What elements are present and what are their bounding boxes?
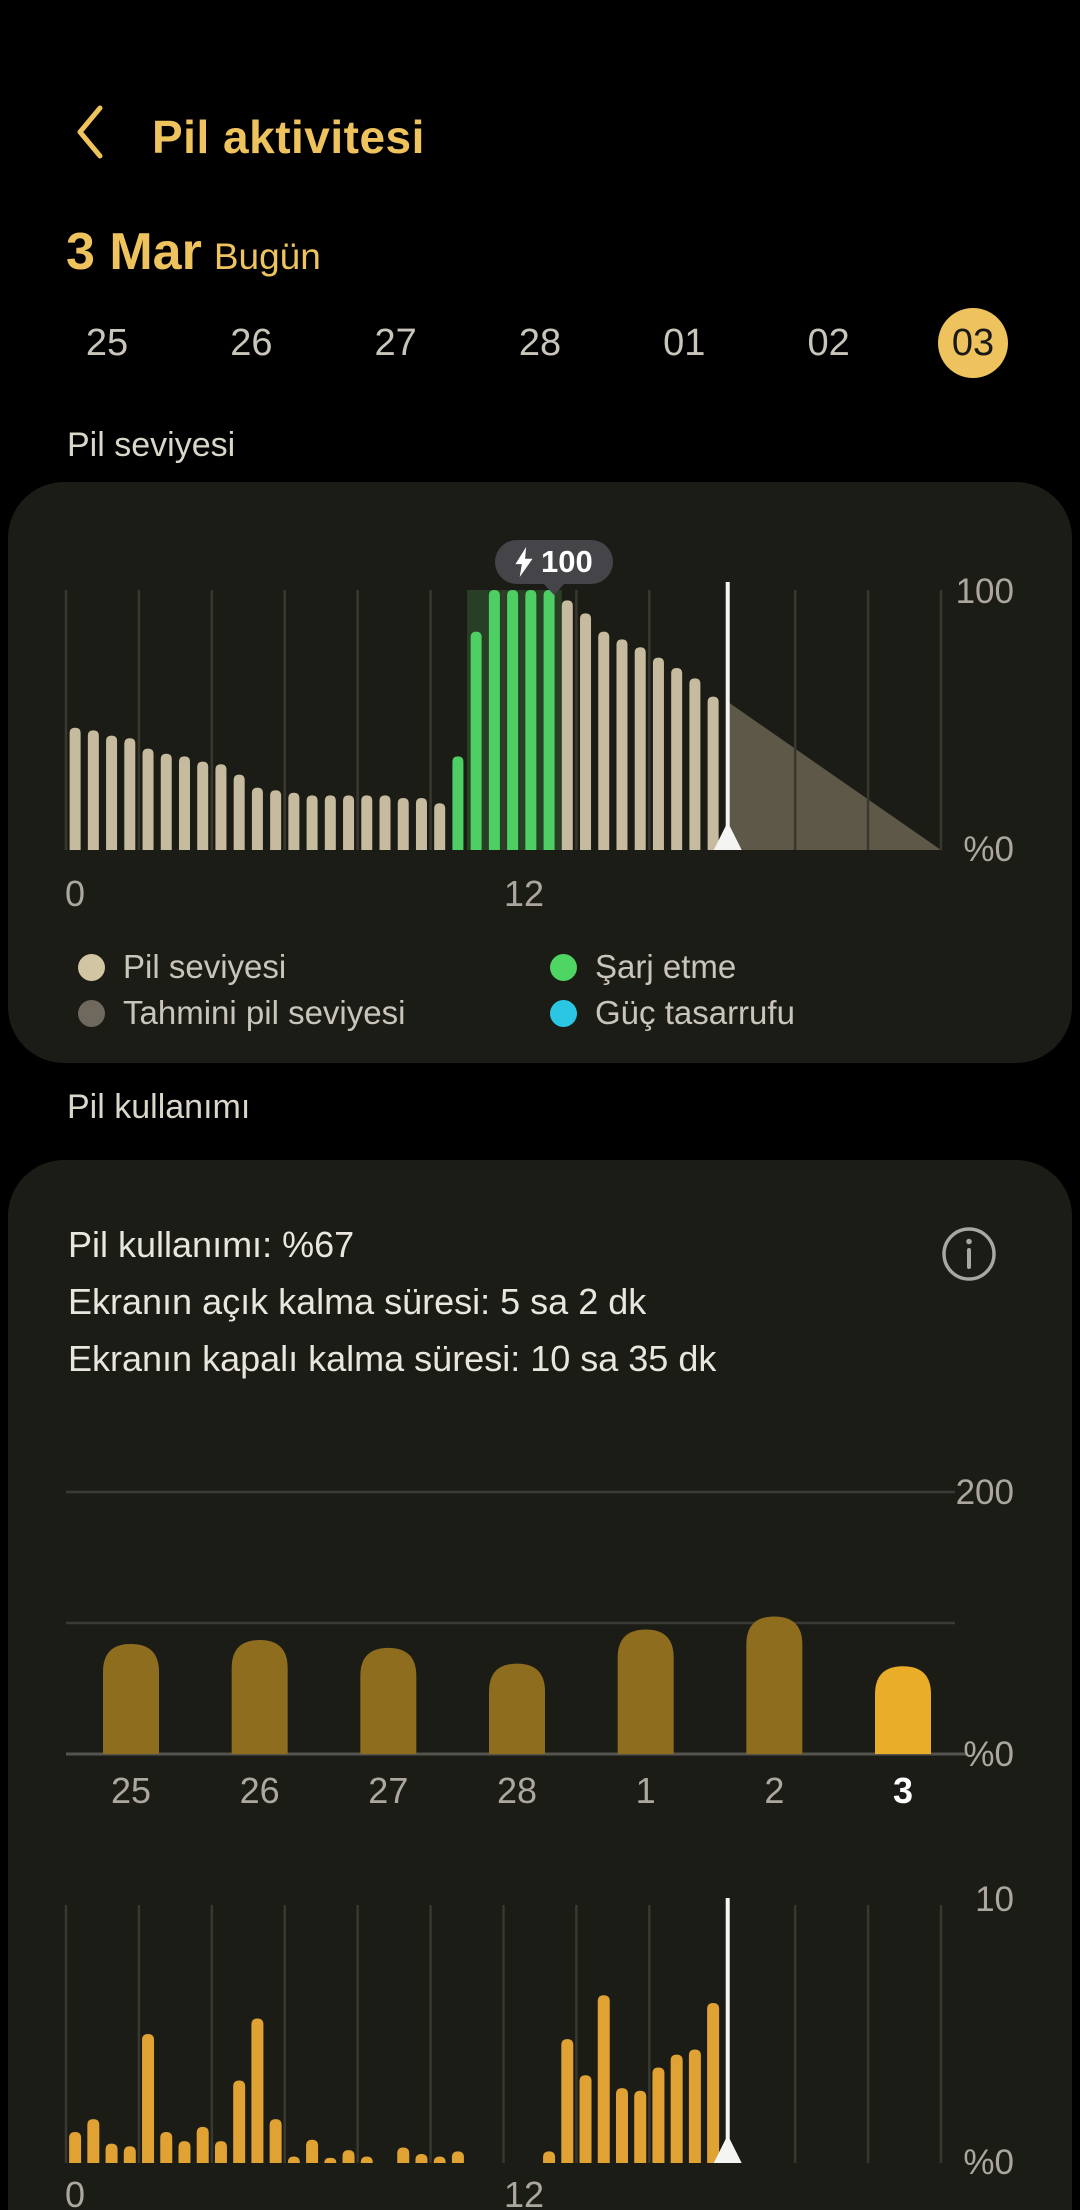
date-item-03[interactable]: 03 — [937, 308, 1008, 378]
svg-text:10: 10 — [975, 1880, 1014, 1919]
date-heading-day: 3 Mar — [66, 223, 202, 281]
legend-dot — [78, 953, 105, 981]
svg-text:27: 27 — [368, 1770, 408, 1810]
battery-level-legend: Pil seviyesi Tahmini pil seviyesi Şarj etm… — [78, 944, 795, 1036]
back-button[interactable] — [58, 94, 122, 170]
tooltip-arrow — [542, 583, 565, 595]
info-icon — [942, 1227, 996, 1281]
usage-summary-line: Ekranın açık kalma süresi: 5 sa 2 dk — [68, 1281, 647, 1322]
svg-text:%0: %0 — [963, 830, 1014, 869]
svg-text:0: 0 — [65, 2174, 85, 2210]
usage-summary-line: Ekranın kapalı kalma süresi: 10 sa 35 dk — [68, 1338, 717, 1379]
legend-label: Şarj etme — [595, 948, 737, 985]
legend-dot — [78, 999, 105, 1027]
svg-text:26: 26 — [240, 1770, 280, 1810]
legend-item: Güç tasarrufu — [550, 994, 795, 1032]
legend-item: Şarj etme — [550, 948, 795, 986]
section-title-battery-usage: Pil kullanımı — [67, 1088, 251, 1126]
usage-summary: Pil kullanımı: %67 Ekranın açık kalma sür… — [68, 1216, 716, 1387]
tooltip-value: 100 — [541, 544, 593, 579]
svg-text:%0: %0 — [963, 1735, 1014, 1774]
battery-level-card: 100 100 %0 0 12 Pil seviyesi Tahmini pil sev… — [8, 482, 1072, 1063]
date-heading-suffix: Bugün — [213, 236, 321, 277]
date-item-27[interactable]: 27 — [361, 308, 431, 378]
legend-dot — [550, 953, 577, 981]
svg-text:25: 25 — [111, 1770, 151, 1810]
page-title: Pil aktivitesi — [152, 111, 425, 163]
svg-text:12: 12 — [504, 873, 544, 914]
svg-text:1: 1 — [636, 1770, 656, 1810]
date-selector: 25 26 27 28 01 02 03 — [0, 308, 1080, 378]
battery-level-chart[interactable]: 100 %0 0 12 — [8, 482, 1072, 922]
legend-dot — [550, 999, 577, 1027]
legend-label: Pil seviyesi — [123, 948, 287, 985]
svg-text:2: 2 — [764, 1770, 784, 1810]
hourly-usage-chart[interactable]: 10 %0 0 12 — [8, 1880, 1072, 2210]
svg-text:12: 12 — [504, 2174, 544, 2210]
svg-text:200: 200 — [956, 1473, 1014, 1512]
daily-usage-chart[interactable]: 25 26 27 28 1 2 3 200 %0 — [8, 1460, 1072, 1811]
legend-item: Tahmini pil seviyesi — [78, 994, 550, 1032]
svg-text:3: 3 — [893, 1770, 913, 1810]
date-item-25[interactable]: 25 — [72, 308, 142, 378]
legend-item: Pil seviyesi — [78, 948, 550, 986]
usage-summary-line: Pil kullanımı: %67 — [68, 1224, 355, 1265]
legend-label: Tahmini pil seviyesi — [123, 994, 406, 1031]
date-heading: 3 Mar Bugün — [66, 222, 321, 282]
date-item-26[interactable]: 26 — [216, 308, 286, 378]
chevron-left-icon — [77, 105, 103, 159]
charge-tooltip: 100 — [495, 540, 613, 595]
svg-text:0: 0 — [65, 873, 85, 914]
svg-text:%0: %0 — [963, 2143, 1014, 2182]
date-item-01[interactable]: 01 — [649, 308, 719, 378]
svg-text:100: 100 — [956, 572, 1014, 611]
legend-label: Güç tasarrufu — [595, 994, 795, 1031]
date-item-28[interactable]: 28 — [505, 308, 575, 378]
battery-usage-card: Pil kullanımı: %67 Ekranın açık kalma sür… — [8, 1160, 1072, 2210]
section-title-battery-level: Pil seviyesi — [67, 426, 236, 464]
info-button[interactable] — [939, 1224, 999, 1284]
lightning-icon — [515, 547, 533, 577]
date-item-02[interactable]: 02 — [794, 308, 864, 378]
svg-text:28: 28 — [497, 1770, 537, 1810]
